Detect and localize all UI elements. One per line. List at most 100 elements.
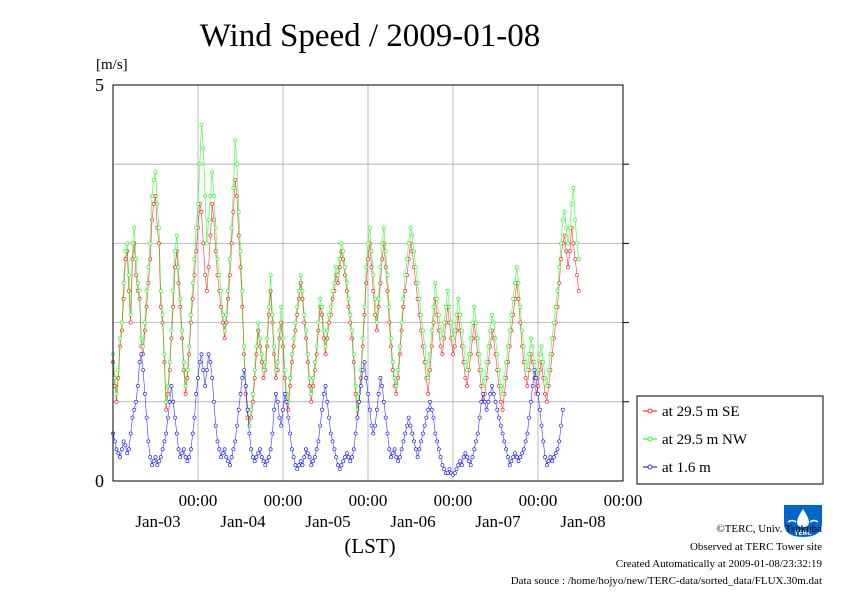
data-point	[270, 320, 275, 325]
data-point	[126, 273, 131, 278]
data-point	[311, 459, 316, 464]
data-point	[463, 360, 468, 365]
data-point	[500, 431, 505, 436]
data-point	[300, 463, 305, 468]
data-point	[213, 423, 218, 428]
data-point	[383, 415, 388, 420]
data-point	[286, 415, 291, 420]
data-point	[546, 368, 551, 373]
y-axis-label: [m/s]	[96, 57, 128, 73]
data-point	[369, 249, 374, 254]
data-point	[210, 170, 215, 175]
data-point	[261, 376, 266, 380]
data-point	[360, 368, 365, 373]
data-point	[120, 320, 124, 325]
data-point	[420, 328, 425, 333]
data-point	[167, 399, 172, 404]
data-point	[449, 320, 454, 325]
data-point	[222, 447, 227, 452]
data-point	[130, 241, 135, 246]
data-point	[509, 459, 514, 464]
data-point	[397, 455, 402, 460]
data-point	[482, 399, 487, 404]
data-point	[171, 399, 176, 404]
data-point	[219, 304, 223, 309]
data-point	[397, 352, 402, 357]
data-point	[380, 241, 385, 246]
data-point	[351, 352, 356, 357]
data-point	[142, 328, 147, 333]
data-point	[502, 439, 507, 444]
data-point	[406, 241, 411, 246]
data-point	[134, 273, 138, 278]
data-point	[424, 360, 429, 365]
data-point	[231, 186, 236, 190]
data-point	[256, 451, 261, 456]
x-tick-time-label: 00:00	[179, 491, 218, 510]
data-point	[192, 273, 197, 278]
data-point	[491, 320, 496, 325]
data-point	[160, 447, 165, 452]
data-point	[146, 281, 151, 285]
data-point	[281, 407, 285, 412]
data-point	[383, 265, 388, 270]
data-point	[350, 336, 355, 341]
data-point	[231, 447, 236, 452]
data-point	[157, 241, 161, 246]
data-point	[296, 288, 301, 293]
x-ticks: 00:00Jan-0300:00Jan-0400:00Jan-0500:00Ja…	[135, 491, 642, 531]
data-point	[364, 281, 369, 285]
data-point	[490, 384, 494, 388]
data-point	[330, 439, 335, 444]
data-point	[240, 376, 245, 380]
data-point	[525, 384, 530, 388]
data-point	[552, 455, 556, 460]
data-point	[316, 439, 321, 444]
data-point	[304, 328, 308, 333]
data-point	[371, 288, 376, 293]
data-point	[385, 431, 390, 436]
data-point	[174, 431, 179, 436]
data-point	[272, 407, 277, 412]
data-point	[571, 186, 576, 190]
data-point	[327, 312, 331, 317]
footer-copyright: ©TERC, Univ. Tsukuba	[716, 523, 822, 535]
data-point	[112, 439, 117, 444]
data-point	[215, 257, 220, 262]
data-point	[412, 439, 416, 444]
data-point	[206, 265, 211, 270]
data-point	[150, 193, 154, 198]
data-point	[488, 328, 493, 333]
data-point	[415, 455, 420, 460]
data-point	[187, 352, 192, 357]
data-point	[438, 455, 443, 460]
data-point	[282, 376, 287, 380]
data-point	[305, 360, 310, 365]
data-point	[291, 455, 296, 460]
data-point	[550, 459, 555, 464]
data-point	[123, 257, 128, 262]
data-point	[428, 368, 432, 373]
data-point	[146, 439, 151, 444]
data-point	[277, 328, 282, 333]
data-point	[320, 304, 324, 309]
data-point	[566, 241, 571, 246]
data-point	[118, 455, 123, 460]
data-point	[403, 288, 408, 293]
data-point	[316, 328, 321, 333]
data-point	[433, 281, 438, 285]
data-point	[158, 304, 163, 309]
data-point	[314, 344, 319, 349]
data-point	[250, 455, 255, 460]
data-point	[142, 391, 147, 396]
data-point	[307, 455, 312, 460]
data-point	[466, 459, 471, 464]
data-point	[194, 249, 199, 254]
data-point	[226, 459, 231, 464]
data-point	[254, 455, 259, 460]
logo-text: TERC	[794, 530, 812, 537]
data-point	[403, 431, 408, 436]
data-point	[219, 455, 223, 460]
data-point	[431, 415, 436, 420]
data-point	[201, 146, 206, 151]
